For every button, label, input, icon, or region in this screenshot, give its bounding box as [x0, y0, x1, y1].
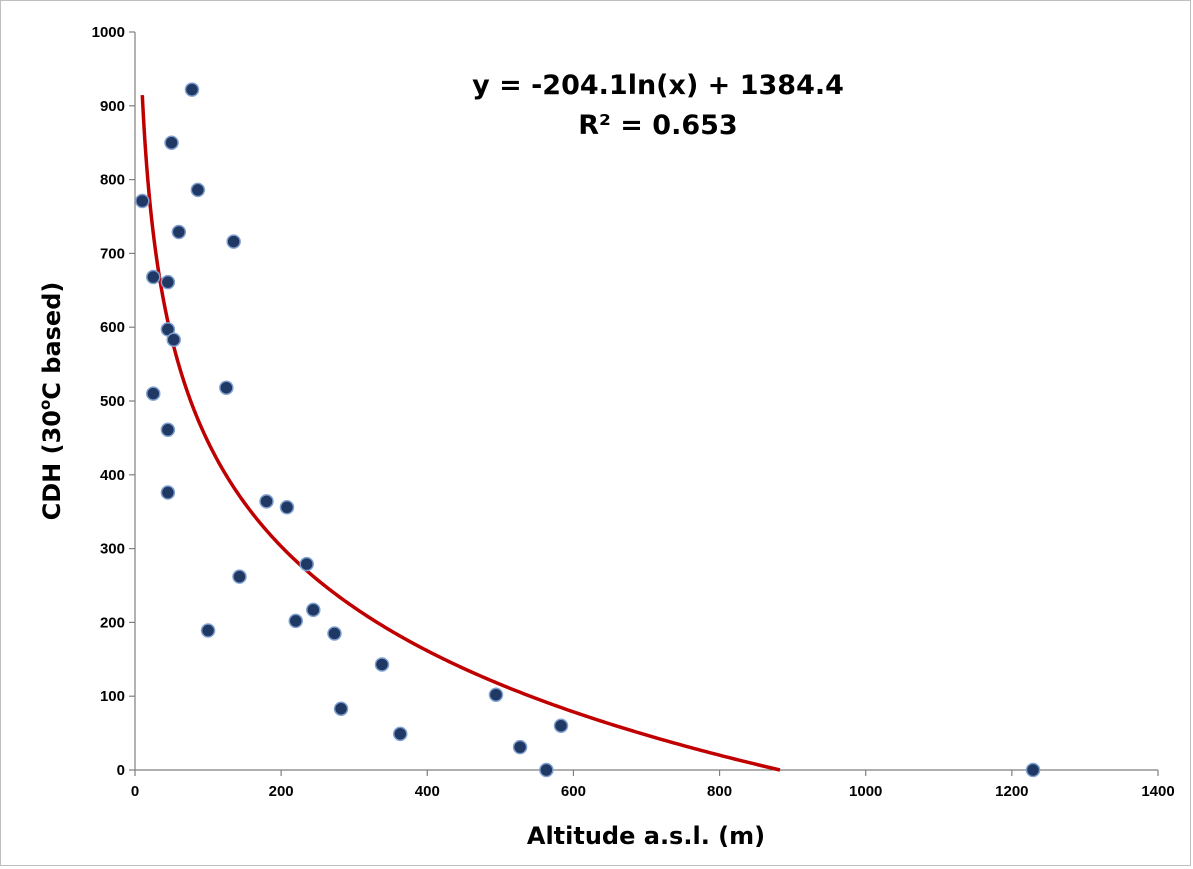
data-point: [146, 386, 161, 401]
y-axis-title-main: CDH (30: [38, 410, 66, 520]
data-point: [333, 701, 349, 716]
y-tick-label: 600: [100, 319, 125, 336]
y-tick-label: 700: [100, 245, 125, 262]
y-tick-label: 0: [117, 762, 125, 779]
data-point: [135, 193, 150, 209]
r-squared-label: R² = 0.653: [578, 110, 737, 141]
data-point: [166, 332, 181, 347]
x-tick-label: 600: [561, 783, 586, 800]
data-point: [327, 626, 342, 641]
x-tick-label: 400: [415, 783, 440, 800]
x-tick-label: 1200: [995, 783, 1028, 800]
trendline: [140, 95, 781, 772]
data-point: [299, 556, 314, 572]
trendline-equation: y = -204.1ln(x) + 1384.4: [472, 70, 844, 101]
data-point: [171, 224, 187, 240]
data-point: [512, 739, 528, 755]
y-axis-title-superscript: o: [36, 400, 54, 410]
y-tick-label: 200: [100, 614, 125, 631]
data-point: [539, 762, 554, 778]
y-tick-label: 300: [100, 541, 125, 558]
data-point: [184, 82, 200, 97]
data-point: [190, 182, 206, 198]
x-tick-label: 800: [707, 783, 732, 800]
data-point: [160, 274, 176, 290]
data-point: [488, 687, 504, 702]
x-tick-label: 0: [131, 783, 139, 800]
data-point: [259, 494, 274, 509]
data-point: [232, 569, 247, 584]
data-point: [200, 623, 216, 638]
y-ticks: 0 100 200 300 400 500 600 700 800 900 1000: [92, 24, 135, 779]
axes: [134, 32, 1158, 771]
x-tick-label: 1000: [849, 783, 882, 800]
data-point: [553, 718, 569, 733]
x-ticks: 0 200 400 600 800 1000 1200 1400: [131, 770, 1175, 800]
x-tick-label: 1400: [1141, 783, 1174, 800]
data-point: [288, 613, 304, 629]
y-tick-label: 1000: [92, 24, 125, 41]
data-point: [279, 500, 295, 515]
y-tick-label: 400: [100, 467, 125, 484]
data-point: [160, 485, 176, 500]
y-tick-label: 900: [100, 98, 125, 115]
y-tick-label: 800: [100, 172, 125, 189]
data-point: [226, 234, 241, 249]
data-points: [135, 82, 1041, 778]
data-point: [160, 422, 176, 438]
data-point: [374, 657, 390, 672]
y-axis-title: CDH (30oC based): [36, 282, 66, 521]
y-tick-label: 100: [100, 688, 125, 705]
y-tick-label: 500: [100, 393, 125, 410]
data-point: [164, 135, 179, 150]
data-point: [1025, 762, 1041, 778]
data-point: [219, 380, 234, 395]
y-axis-title-tail: C based): [38, 282, 66, 400]
x-axis-title: Altitude a.s.l. (m): [527, 822, 765, 850]
x-tick-label: 200: [269, 783, 294, 800]
data-point: [306, 602, 321, 618]
data-point: [392, 726, 408, 742]
data-point: [146, 269, 161, 285]
